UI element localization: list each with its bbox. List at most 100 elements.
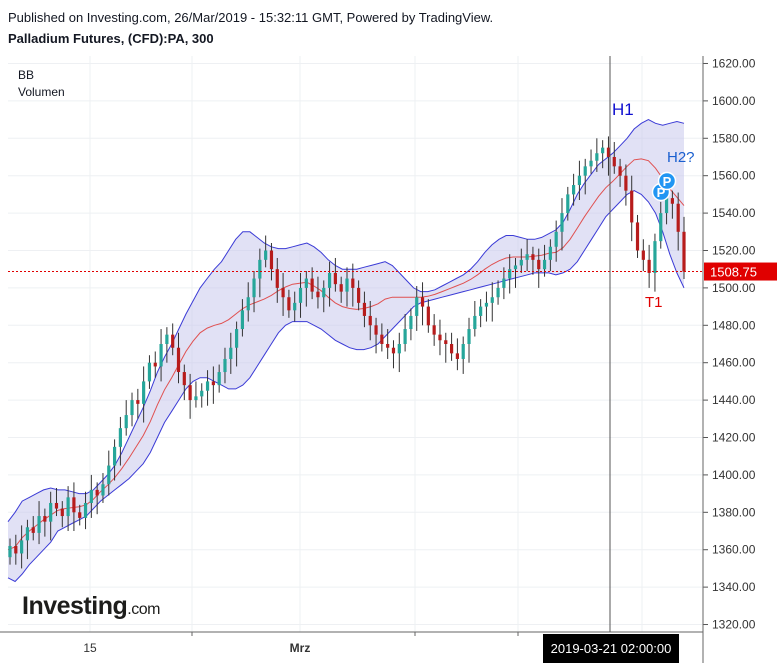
candle-body <box>490 297 494 303</box>
candle-body <box>147 362 152 382</box>
legend-item-bb[interactable]: BB <box>18 68 35 82</box>
candle-body <box>246 297 250 311</box>
x-tick-label: 15 <box>83 641 97 655</box>
candle-body <box>397 344 401 354</box>
candle-body <box>95 489 99 496</box>
candle-body <box>635 222 640 251</box>
x-tick-label: Mrz <box>290 641 311 655</box>
candle-body <box>438 334 442 341</box>
y-tick-label: 1400.00 <box>712 468 756 482</box>
candle-body <box>112 446 117 466</box>
candle-body <box>484 302 489 307</box>
candle-body <box>83 502 88 518</box>
candle-body <box>670 198 674 204</box>
candle-body <box>54 502 59 509</box>
candle-body <box>432 325 436 335</box>
y-tick-label: 1540.00 <box>712 206 756 220</box>
annotation-h1: H1 <box>612 100 634 119</box>
candle-body <box>630 190 634 223</box>
candle-body <box>258 259 262 279</box>
y-tick-label: 1600.00 <box>712 94 756 108</box>
last-price-badge <box>704 262 777 281</box>
candle-body <box>124 415 128 429</box>
candle-body <box>211 381 215 386</box>
candle-body <box>531 254 535 260</box>
candle-body <box>316 291 320 298</box>
candle-body <box>264 250 268 260</box>
candle-body <box>647 259 651 273</box>
candle-body <box>653 241 657 273</box>
candle-body <box>676 203 680 232</box>
y-tick-label: 1440.00 <box>712 393 756 407</box>
candle-body <box>473 315 477 330</box>
crosshair-badge <box>543 634 679 663</box>
candle-body <box>118 428 122 447</box>
logo-suffix: .com <box>127 601 160 618</box>
candle-body <box>525 254 529 260</box>
candle-body <box>467 329 471 344</box>
candle-body <box>508 269 512 279</box>
candle-body <box>641 250 645 260</box>
y-tick-label: 1560.00 <box>712 169 756 183</box>
candle-body <box>606 147 611 157</box>
candle-body <box>252 278 256 298</box>
pivot-marker-label: P <box>663 174 672 189</box>
candle-body <box>601 147 605 154</box>
candle-body <box>368 315 372 326</box>
candlestick-series <box>8 136 686 569</box>
y-tick-label: 1580.00 <box>712 131 756 145</box>
candle-body <box>101 484 105 496</box>
candle-body <box>682 231 686 272</box>
candle-body <box>188 385 192 401</box>
candle-body <box>223 358 227 373</box>
candle-body <box>171 334 175 348</box>
y-tick-label: 1500.00 <box>712 281 756 295</box>
symbol-title: Palladium Futures, (CFD):PA, 300 <box>8 31 214 46</box>
chart-header: Published on Investing.com, 26/Mar/2019 … <box>8 10 493 46</box>
y-tick-label: 1620.00 <box>712 56 756 70</box>
candle-body <box>107 465 111 485</box>
candle-body <box>566 194 570 214</box>
candle-body <box>362 302 367 316</box>
candle-body <box>659 213 663 242</box>
candle-body <box>327 272 332 288</box>
annotation-t1: T1 <box>645 294 663 311</box>
candle-body <box>89 489 93 503</box>
crosshair-label: 2019-03-21 02:00:00 <box>551 641 672 656</box>
candle-body <box>595 153 599 161</box>
candle-body <box>537 259 541 270</box>
candle-body <box>287 297 291 311</box>
candle-body <box>194 396 198 401</box>
candle-body <box>513 265 518 270</box>
candle-body <box>449 344 454 354</box>
candle-body <box>176 347 181 373</box>
candle-body <box>519 259 523 266</box>
candle-body <box>182 372 186 386</box>
candle-body <box>461 344 465 359</box>
pivot-marker <box>657 171 677 191</box>
candle-body <box>333 272 337 285</box>
y-tick-label: 1480.00 <box>712 318 756 332</box>
candle-body <box>269 250 274 270</box>
legend-item-volume[interactable]: Volumen <box>18 85 65 99</box>
candle-body <box>159 344 163 367</box>
candle-body <box>229 347 233 359</box>
bollinger-bands <box>7 119 685 583</box>
candle-body <box>357 287 361 303</box>
candle-body <box>153 362 157 367</box>
candle-body <box>205 381 210 391</box>
candle-body <box>420 297 425 307</box>
candle-body <box>444 340 448 344</box>
candle-body <box>304 278 308 288</box>
candle-body <box>455 353 459 359</box>
candle-body <box>43 516 47 522</box>
candle-body <box>235 329 239 348</box>
y-tick-label: 1420.00 <box>712 431 756 445</box>
candle-body <box>548 246 552 260</box>
indicator-legend: BB Volumen <box>18 67 65 101</box>
candle-body <box>560 213 564 232</box>
candle-body <box>577 175 582 186</box>
x-axis: 15 Mrz <box>0 631 703 655</box>
candle-body <box>310 278 314 292</box>
